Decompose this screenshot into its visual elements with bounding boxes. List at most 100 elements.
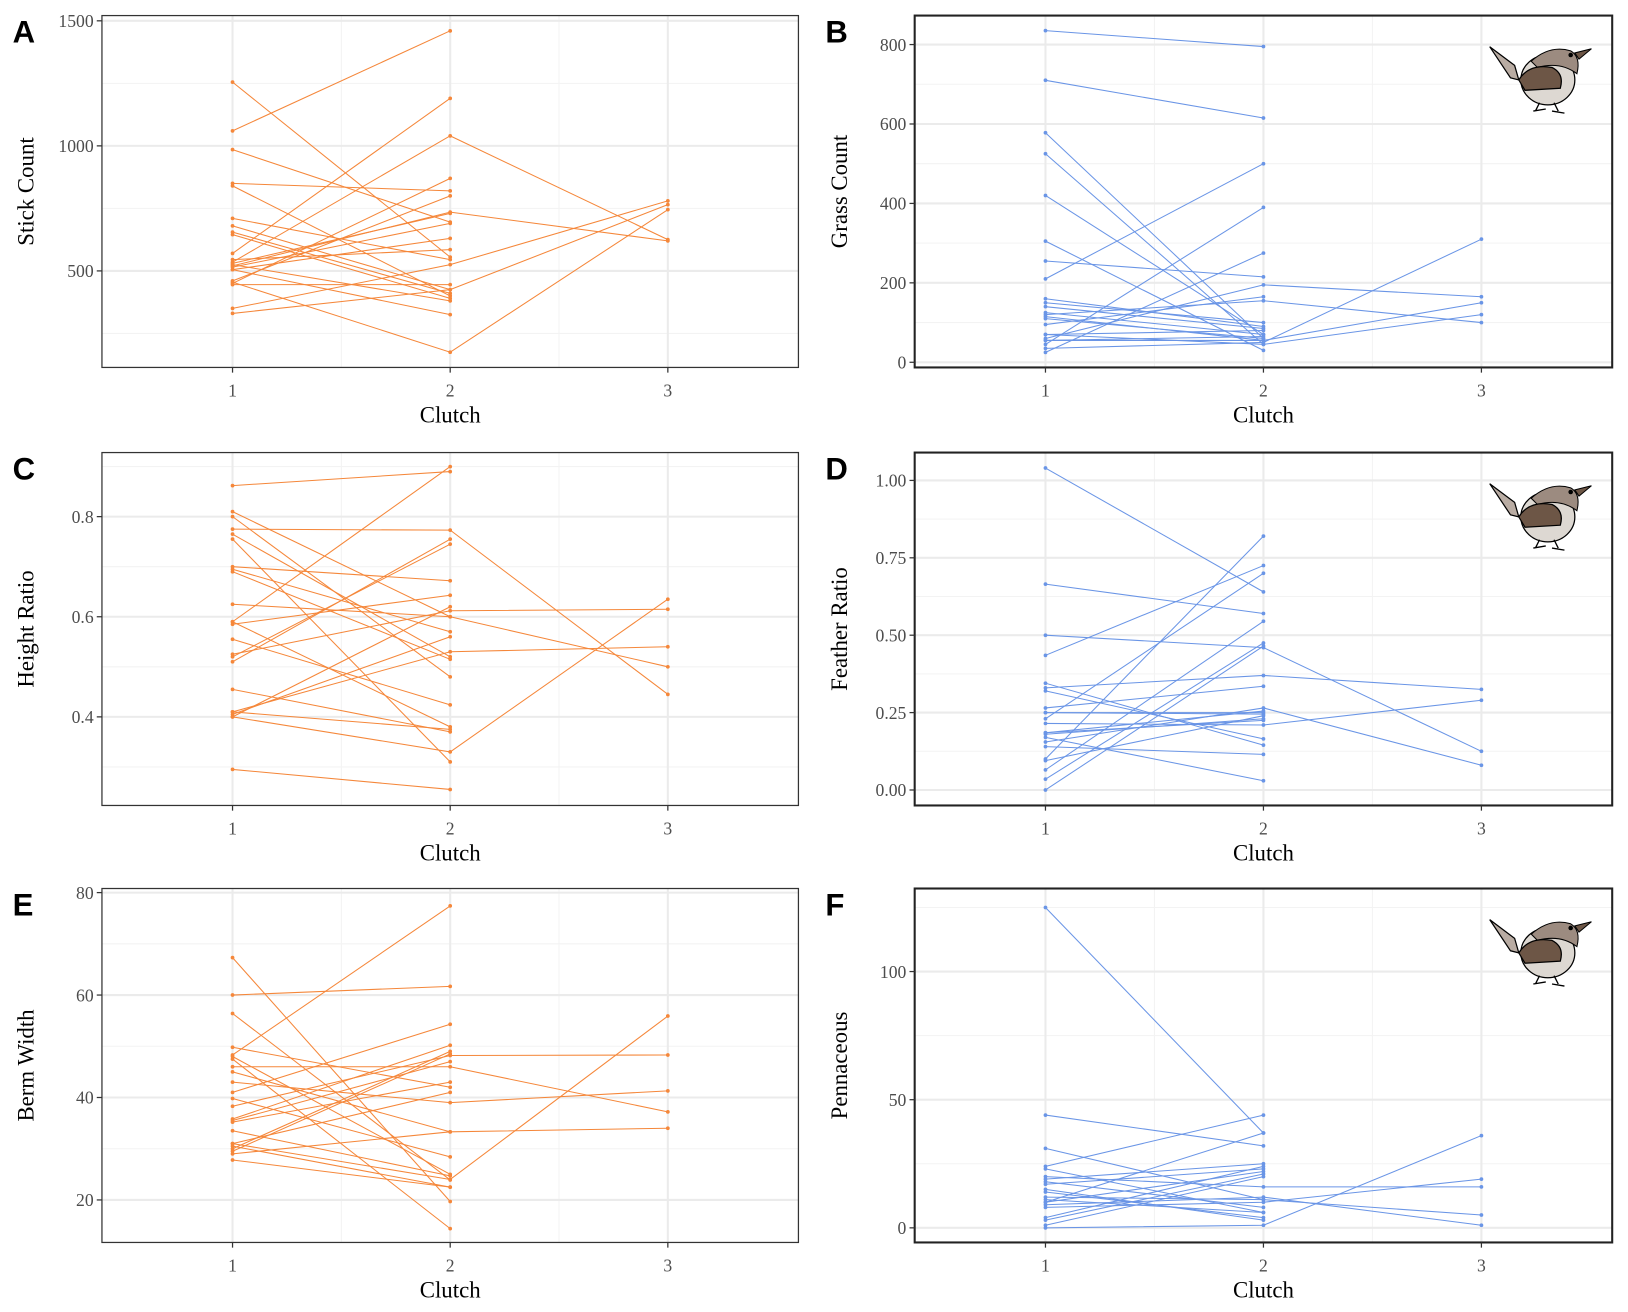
series-line-13 [1045, 710, 1264, 734]
x-tick-label: 1 [228, 381, 237, 401]
data-point [448, 1022, 453, 1027]
series-line-17 [232, 1130, 451, 1177]
data-point [1261, 737, 1266, 741]
series-line-22 [1045, 645, 1264, 791]
data-point [448, 1129, 453, 1134]
series-line-23 [232, 269, 451, 316]
series-line-12 [1045, 1132, 1264, 1203]
series-line-2 [1045, 1114, 1264, 1147]
data-point [1043, 1164, 1048, 1169]
data-point [665, 597, 670, 602]
data-point [230, 1141, 235, 1146]
series-line-15 [232, 217, 451, 261]
data-point [1043, 296, 1048, 301]
y-tick-label: 800 [880, 35, 907, 55]
data-point [1043, 1215, 1048, 1220]
series-line-11 [232, 466, 451, 623]
panel-d: 0.00 0.25 0.50 0.75 1.00 1 2 3 Clutch Feather Rat… [825, 451, 1614, 865]
data-point [1043, 681, 1048, 686]
bird-icon [1489, 483, 1592, 551]
data-point [230, 282, 235, 287]
series-line-1 [1045, 467, 1264, 593]
bird-icon [1489, 919, 1592, 987]
data-point [448, 1064, 453, 1069]
y-tick-label: 1.00 [876, 471, 907, 491]
data-point [230, 955, 235, 960]
series-line-7 [1045, 1163, 1264, 1180]
bird-wing [1518, 66, 1562, 91]
panel-e: 20 40 60 80 1 2 3 Clutch Berm Width E [13, 883, 800, 1302]
data-point [1043, 788, 1048, 792]
data-point [665, 207, 670, 212]
data-point [230, 619, 235, 624]
data-point [1261, 294, 1266, 299]
series-line-5 [232, 185, 451, 297]
data-point [230, 267, 235, 272]
series-line-18 [1045, 1176, 1264, 1226]
bird-eye [1568, 925, 1573, 931]
x-tick-label: 1 [1041, 381, 1050, 401]
data-point [1043, 1218, 1048, 1223]
data-point [1043, 259, 1048, 263]
data-point [1261, 713, 1266, 718]
data-point [1261, 571, 1266, 576]
data-point [448, 542, 453, 547]
panel-c: 0.4 0.6 0.8 1 2 3 Clutch Height Ratio C [13, 452, 800, 865]
data-point [1043, 1174, 1048, 1179]
data-point [1261, 673, 1266, 678]
data-point [448, 133, 453, 138]
bird-eye [1568, 489, 1573, 495]
data-point [1043, 777, 1048, 782]
data-point [448, 287, 453, 292]
series-line-2 [1045, 583, 1264, 615]
data-point [1043, 1167, 1048, 1171]
data-point [448, 634, 453, 639]
y-tick-label: 600 [880, 114, 907, 134]
data-point [230, 569, 235, 574]
data-point [230, 184, 235, 188]
data-point [1043, 1146, 1048, 1151]
data-point [230, 1096, 235, 1101]
data-point [448, 1185, 453, 1190]
x-tick-label: 3 [1477, 1256, 1486, 1276]
data-point [1479, 763, 1484, 768]
data-point [230, 216, 235, 221]
data-point [1043, 744, 1048, 749]
data-point [1479, 687, 1484, 692]
data-point [448, 282, 453, 287]
series-line-21 [1045, 1188, 1264, 1221]
data-point [1043, 758, 1048, 763]
data-point [230, 537, 235, 542]
data-point [1043, 1177, 1048, 1182]
data-point [448, 247, 453, 252]
data-point [1479, 1184, 1484, 1189]
data-point [1261, 778, 1266, 783]
series-line-17 [1045, 302, 1264, 324]
data-point [1261, 1164, 1266, 1169]
series-line-2 [1045, 79, 1264, 119]
data-point [1043, 582, 1048, 586]
bird-beak [1573, 48, 1592, 60]
data-point [448, 904, 453, 908]
y-tick-label: 0 [898, 1218, 907, 1238]
x-tick-label: 1 [1041, 819, 1050, 839]
series-line-4 [232, 182, 451, 192]
series-line-12 [232, 594, 451, 625]
data-point [230, 509, 235, 514]
x-axis-title: Clutch [420, 1277, 481, 1302]
y-tick-label: 0.4 [72, 707, 94, 727]
data-point [1261, 1143, 1266, 1148]
data-point [665, 664, 670, 669]
bird-legs [1533, 975, 1565, 987]
panel-letter: C [13, 452, 35, 487]
data-point [1043, 1225, 1048, 1230]
data-point [1261, 1161, 1266, 1166]
data-point [1043, 338, 1048, 343]
data-point [448, 593, 453, 598]
data-point [448, 1080, 453, 1084]
data-point [1043, 78, 1048, 83]
data-point [1261, 348, 1266, 353]
data-point [230, 602, 235, 607]
data-point [448, 1100, 453, 1105]
